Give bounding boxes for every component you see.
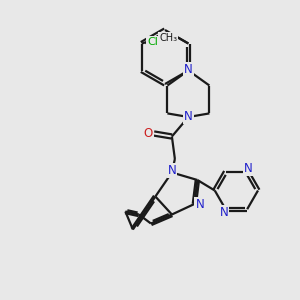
Text: O: O: [144, 127, 153, 140]
Text: N: N: [244, 162, 253, 175]
Text: Cl: Cl: [147, 37, 158, 47]
Text: N: N: [167, 164, 176, 177]
Text: CH₃: CH₃: [159, 32, 177, 43]
Text: N: N: [184, 110, 193, 124]
Text: N: N: [184, 62, 193, 76]
Text: N: N: [220, 206, 229, 219]
Text: N: N: [195, 197, 204, 211]
